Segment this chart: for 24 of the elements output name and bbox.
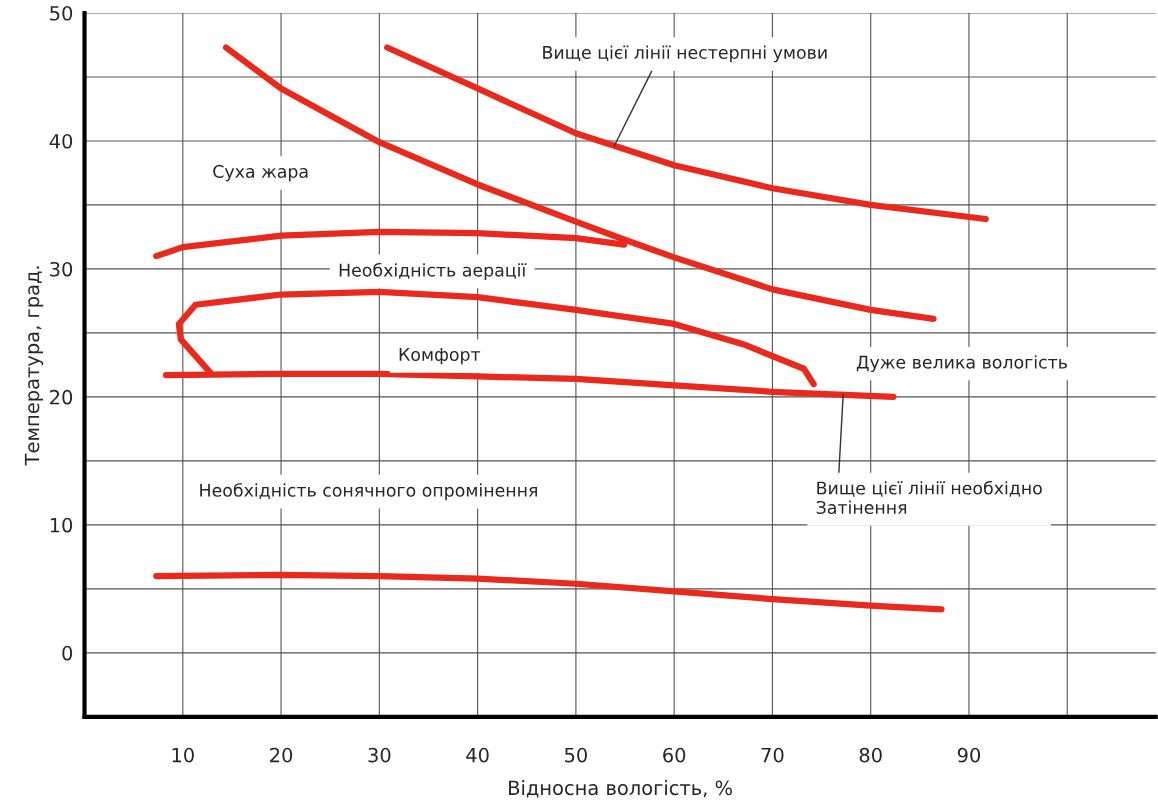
y-tick-label: 50 bbox=[50, 5, 73, 21]
y-tick-label: 30 bbox=[50, 261, 73, 277]
annotation: Необхідність сонячного опромінення bbox=[200, 483, 537, 501]
x-tick-label: 70 bbox=[761, 747, 784, 763]
annotation: Суха жара bbox=[213, 164, 308, 182]
y-tick-label: 20 bbox=[50, 389, 73, 405]
annotation: Вище цієї лінії нестерпні умови bbox=[543, 45, 827, 63]
x-tick-label: 20 bbox=[270, 747, 293, 763]
y-tick-label: 0 bbox=[62, 645, 73, 661]
y-tick-label: 40 bbox=[49, 133, 73, 149]
annotation: Комфорт bbox=[399, 348, 481, 365]
x-tick-label: 40 bbox=[466, 747, 489, 763]
x-tick-label: 80 bbox=[859, 747, 882, 763]
annotation: Дуже велика вологість bbox=[856, 355, 1067, 373]
x-axis-title: Відносна вологість, % bbox=[509, 780, 732, 798]
annotation: Необхідність аерації bbox=[339, 262, 527, 281]
y-tick-label: 10 bbox=[50, 517, 73, 533]
x-tick-label: 10 bbox=[172, 747, 194, 763]
x-tick-label: 30 bbox=[368, 747, 391, 763]
annotation: Вище цієї лінії необхідно Затінення bbox=[816, 480, 1042, 515]
x-tick-label: 90 bbox=[957, 747, 981, 763]
y-axis-title: Температура, град. bbox=[24, 266, 44, 466]
x-tick-label: 60 bbox=[663, 747, 686, 763]
x-tick-label: 50 bbox=[565, 747, 587, 763]
